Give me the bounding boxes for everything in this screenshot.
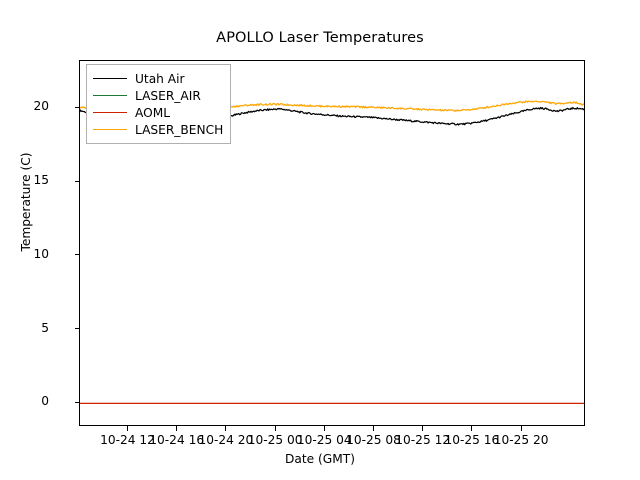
x-tick-label: 10-24 16	[149, 433, 205, 447]
y-tick-mark	[75, 106, 80, 108]
y-tick-mark	[75, 180, 80, 182]
legend-label: Utah Air	[135, 71, 185, 86]
legend-label: LASER_BENCH	[135, 122, 224, 137]
legend-swatch-utah-air-icon	[93, 78, 127, 79]
legend-label: AOML	[135, 105, 171, 120]
x-tick-label: 10-24 20	[198, 433, 254, 447]
x-tick-label: 10-25 08	[346, 433, 401, 447]
legend-swatch-laser-bench-icon	[93, 129, 127, 130]
x-tick-mark	[520, 426, 522, 431]
legend-item-aoml[interactable]: AOML	[93, 104, 223, 121]
y-tick-mark	[75, 254, 80, 256]
y-tick-label: 10	[33, 246, 49, 261]
legend-item-laser-bench[interactable]: LASER_BENCH	[93, 121, 223, 138]
x-tick-label: 10-24 12	[100, 433, 155, 447]
x-tick-mark	[225, 426, 227, 431]
chart-title: APOLLO Laser Temperatures	[216, 30, 424, 46]
x-tick-mark	[127, 426, 129, 431]
x-tick-mark	[471, 426, 473, 431]
x-tick-label: 10-25 16	[444, 433, 500, 447]
y-tick-label: 0	[41, 394, 49, 409]
y-axis-label: Temperature (C)	[19, 152, 33, 252]
legend-label: LASER_AIR	[135, 88, 201, 103]
x-tick-mark	[323, 426, 325, 431]
y-tick-label: 5	[41, 320, 49, 335]
x-tick-mark	[422, 426, 424, 431]
x-axis-label: Date (GMT)	[285, 452, 355, 466]
x-tick-mark	[176, 426, 178, 431]
legend: Utah Air LASER_AIR AOML LASER_BENCH	[86, 64, 232, 144]
x-tick-mark	[274, 426, 276, 431]
x-tick-label: 10-25 12	[395, 433, 451, 447]
y-tick-mark	[75, 328, 80, 330]
legend-swatch-aoml-icon	[93, 112, 127, 113]
legend-item-laser-air[interactable]: LASER_AIR	[93, 87, 223, 104]
x-tick-mark	[373, 426, 375, 431]
x-tick-label: 10-25 04	[296, 433, 352, 447]
legend-item-utah-air[interactable]: Utah Air	[93, 70, 223, 87]
x-tick-label: 10-25 00	[247, 433, 303, 447]
y-tick-mark	[75, 401, 80, 403]
x-tick-label: 10-25 20	[493, 433, 549, 447]
legend-swatch-laser-air-icon	[93, 95, 127, 96]
y-tick-label: 20	[33, 99, 49, 114]
y-tick-label: 15	[33, 173, 49, 188]
